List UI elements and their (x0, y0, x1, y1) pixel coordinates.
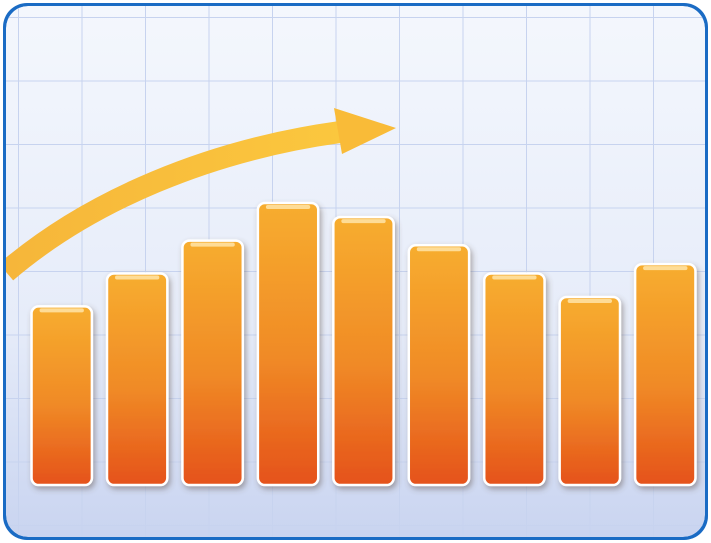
arrow-head (334, 108, 396, 154)
bar (482, 272, 546, 487)
bar (30, 305, 94, 487)
bar (181, 239, 245, 487)
bar (332, 215, 395, 487)
bar (256, 201, 320, 487)
bar (105, 272, 169, 487)
bar-highlight (114, 275, 160, 280)
bar-highlight (567, 299, 613, 303)
trend-arrow (6, 121, 342, 281)
bars (30, 201, 697, 487)
bar-highlight (39, 308, 84, 313)
canvas (6, 6, 705, 537)
bar-highlight (416, 247, 462, 252)
bar (558, 295, 622, 487)
bar-highlight (492, 275, 537, 280)
bar-highlight (265, 205, 311, 209)
bar-highlight (341, 219, 386, 224)
bar (407, 244, 471, 487)
bar (633, 262, 697, 487)
bar-highlight (643, 266, 688, 271)
bar-highlight (190, 242, 235, 247)
